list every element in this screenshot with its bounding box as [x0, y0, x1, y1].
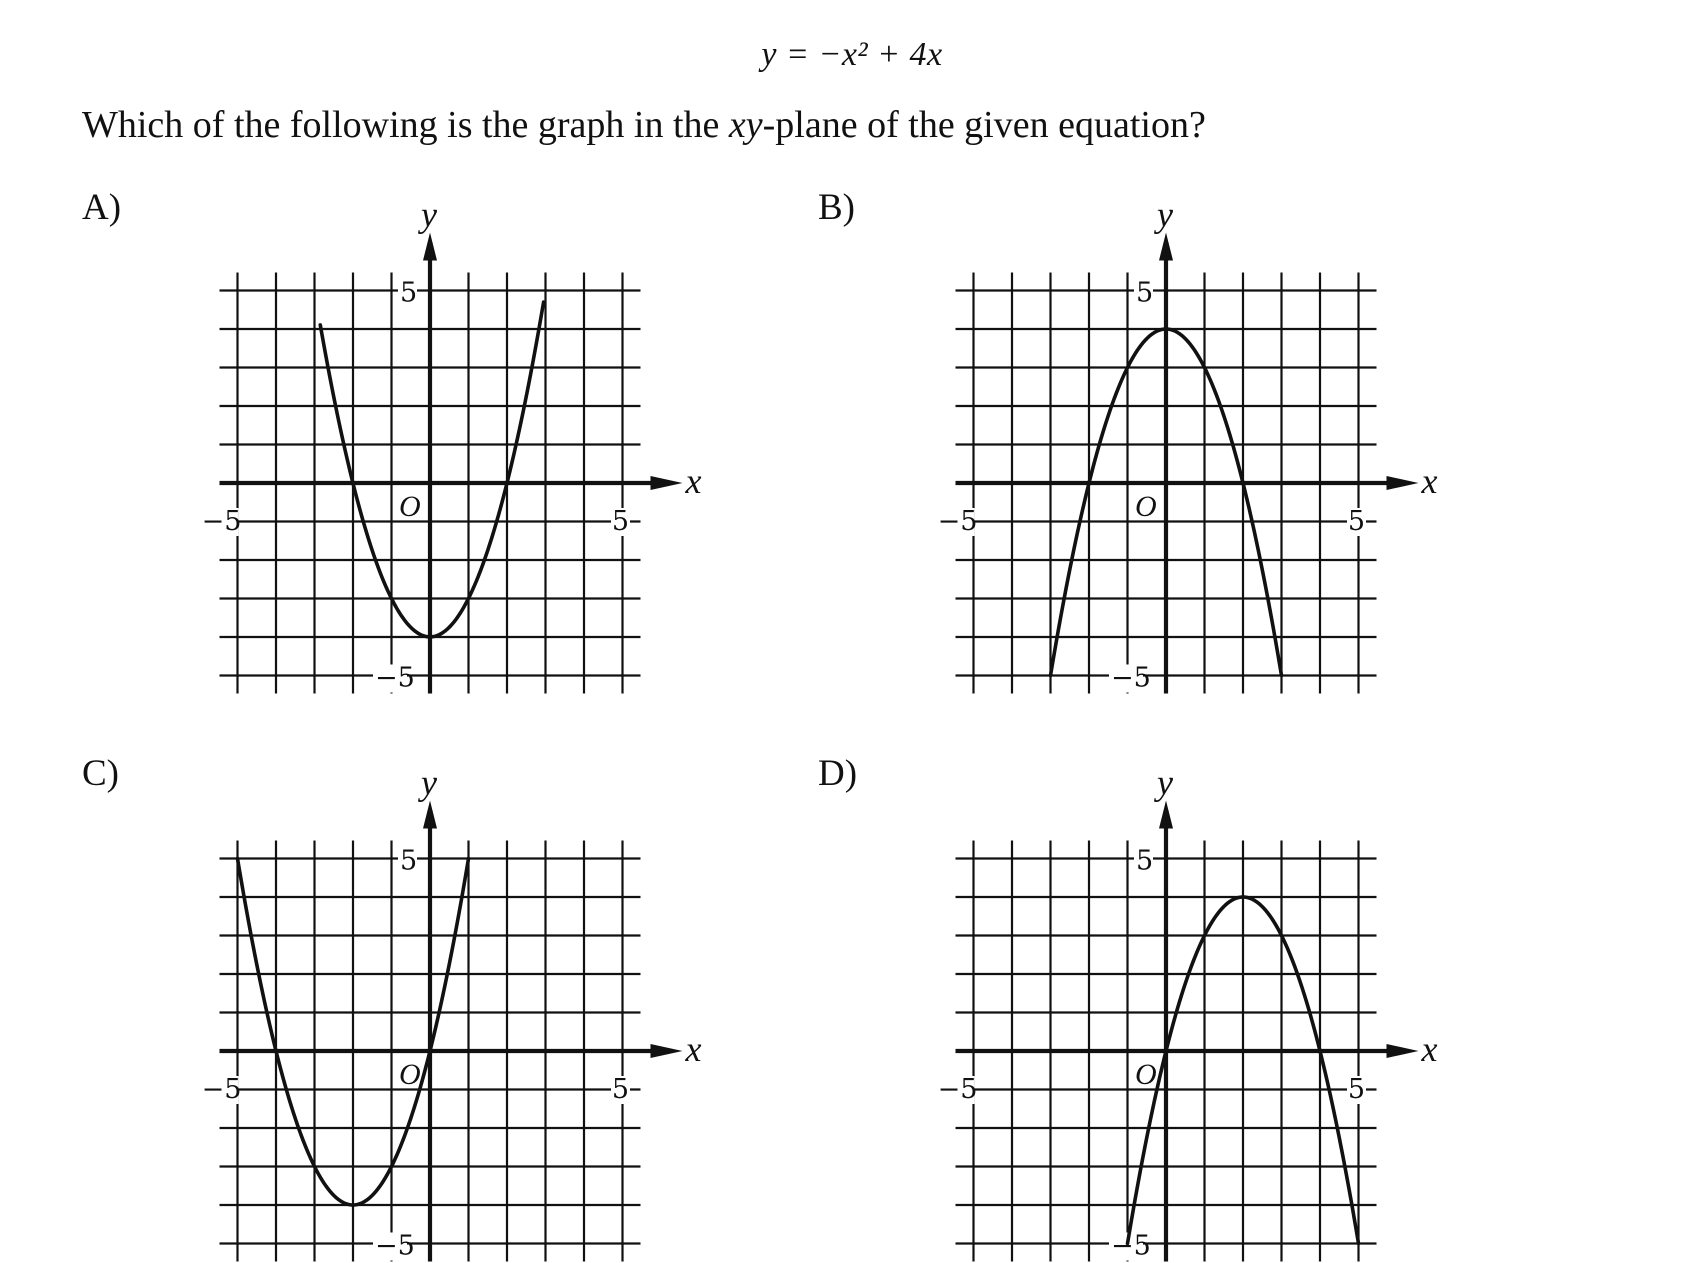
x-axis-label: x: [1421, 1029, 1438, 1069]
x-axis-arrow-icon: [1387, 476, 1419, 490]
y-axis-label: y: [418, 195, 437, 235]
equation-rhs: = −x² + 4x: [786, 36, 943, 73]
choice-a-label[interactable]: A): [82, 186, 121, 229]
y-axis-label: y: [1154, 763, 1173, 803]
x-axis-label: x: [1421, 461, 1438, 501]
x-min-tick-label: −5: [938, 1074, 978, 1105]
y-axis-arrow-icon: [1159, 801, 1173, 829]
x-axis-arrow-icon: [651, 1044, 683, 1058]
y-max-tick-label: 5: [1136, 846, 1153, 877]
x-min-tick-label: −5: [202, 1074, 242, 1105]
origin-label: O: [399, 490, 421, 523]
y-min-tick-label: −5: [1111, 1231, 1151, 1262]
y-min-tick-label: −5: [1111, 663, 1151, 694]
question-before: Which of the following is the graph in t…: [82, 104, 729, 146]
question-after: -plane of the given equation?: [763, 104, 1206, 146]
y-axis-arrow-icon: [1159, 233, 1173, 261]
y-axis-arrow-icon: [423, 801, 437, 829]
y-axis-label: y: [418, 763, 437, 803]
x-max-tick-label: 5: [1348, 506, 1365, 537]
question-text: Which of the following is the graph in t…: [82, 103, 1206, 147]
choice-d-label[interactable]: D): [818, 752, 857, 795]
origin-label: O: [1135, 490, 1157, 523]
y-max-tick-label: 5: [1136, 278, 1153, 309]
x-axis-arrow-icon: [651, 476, 683, 490]
x-axis-arrow-icon: [1387, 1044, 1419, 1058]
y-axis-label: y: [1154, 195, 1173, 235]
x-max-tick-label: 5: [1348, 1074, 1365, 1105]
y-min-tick-label: −5: [375, 663, 415, 694]
x-min-tick-label: −5: [938, 506, 978, 537]
x-max-tick-label: 5: [612, 506, 629, 537]
y-max-tick-label: 5: [400, 846, 417, 877]
origin-label: O: [1135, 1058, 1157, 1091]
y-min-tick-label: −5: [375, 1231, 415, 1262]
y-max-tick-label: 5: [400, 278, 417, 309]
y-axis-arrow-icon: [423, 233, 437, 261]
x-axis-label: x: [685, 1029, 702, 1069]
question-variable: xy: [729, 104, 763, 146]
choice-c-label[interactable]: C): [82, 752, 119, 795]
x-min-tick-label: −5: [202, 506, 242, 537]
choice-b-label[interactable]: B): [818, 186, 855, 229]
origin-label: O: [399, 1058, 421, 1091]
given-equation: y = −x² + 4x: [0, 36, 1704, 74]
x-axis-label: x: [685, 461, 702, 501]
equation-lhs: y: [761, 36, 777, 73]
x-max-tick-label: 5: [612, 1074, 629, 1105]
